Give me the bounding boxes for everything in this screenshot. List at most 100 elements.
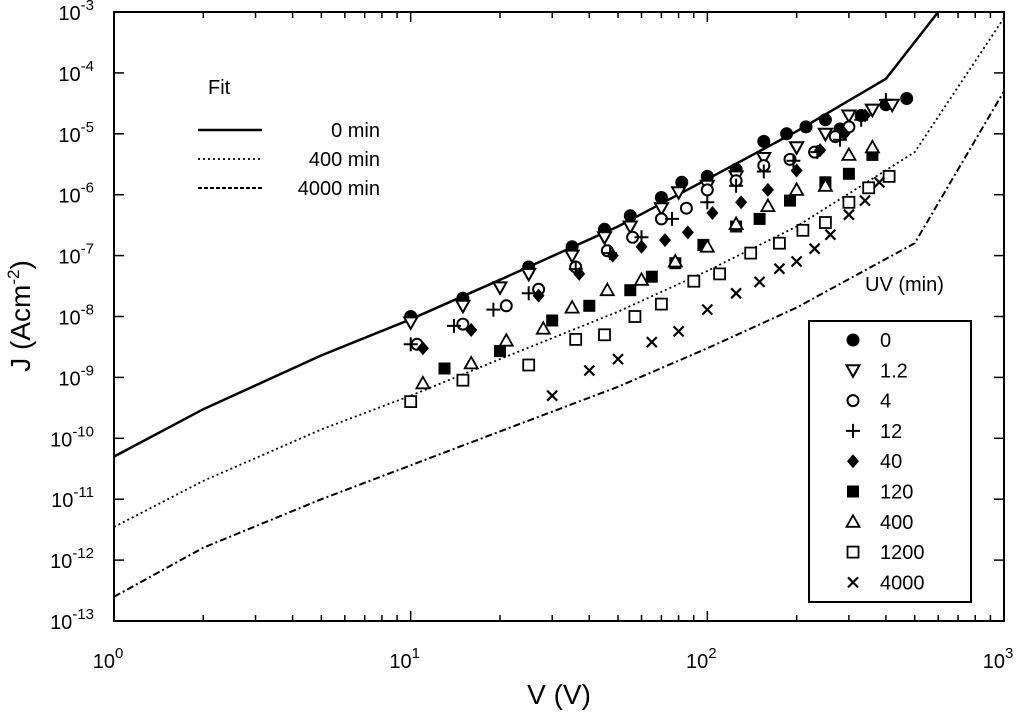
uv-legend-label: 400 [880,512,913,534]
axes-layer [113,11,1005,622]
fit-legend-rows: 0 min 400 min 4000 min [198,120,380,200]
data-point-filled-circle [675,175,689,189]
marker-shape [819,216,832,229]
marker-shape [701,303,714,316]
marker-shape [818,113,832,127]
marker-shape [670,186,687,201]
series-400 [414,138,881,390]
marker-shape [817,177,834,192]
y-tick-label-base: 10 [50,429,72,451]
y-tick-label-exp: -7 [81,241,94,258]
data-point-plus [665,211,679,226]
marker-shape [753,212,766,225]
marker-shape [790,255,803,268]
y-tick-label-base: 10 [58,308,80,330]
marker-shape [882,169,896,183]
x-tick-label-base: 10 [686,651,708,673]
marker-shape [859,194,871,207]
marker-shape [645,270,658,283]
data-point-open-square [862,181,876,195]
marker-shape [465,323,478,337]
data-point-open-triangle-up [599,281,616,297]
data-markers [402,92,914,409]
x-axis-title: V (V) [527,679,591,710]
marker-shape [844,513,862,528]
data-point-open-triangle-down [653,202,670,217]
data-point-filled-diamond [706,206,719,220]
marker-shape [573,266,586,281]
y-tick-label-base: 10 [58,3,80,25]
fit-curve-solid [114,12,940,458]
marker-shape [438,362,451,375]
marker-shape [665,211,679,226]
marker-shape [700,183,714,197]
data-point-open-triangle-down [454,299,472,315]
data-point-open-triangle-up [633,271,650,286]
data-point-cross [753,276,766,288]
data-point-open-circle [700,183,714,197]
y-axis-title-sup: -2 [4,270,23,285]
data-point-open-triangle-up [498,332,515,347]
marker-shape [843,208,855,221]
marker-shape [773,236,786,250]
y-tick-label-exp: -12 [72,545,94,562]
marker-shape [864,138,881,154]
y-tick-label: 10-3 [58,0,94,25]
y-tick-label-base: 10 [50,612,72,634]
data-point-open-triangle-up [728,215,745,230]
marker-shape [753,276,766,288]
data-point-plus [486,302,501,317]
y-tick-label: 10-7 [58,241,94,269]
data-point-open-triangle-up [788,181,805,196]
x-tick-label-exp: 1 [412,645,420,662]
marker-shape [847,454,859,469]
data-point-open-square [687,274,701,288]
marker-shape [633,271,650,286]
fit-curve-dashdot [114,90,1004,598]
uv-legend-label: 4 [880,391,891,413]
marker-shape [675,175,689,189]
marker-shape [700,169,714,183]
data-point-open-triangle-down [755,152,773,167]
uv-legend-marker [844,513,862,528]
marker-shape [846,423,860,438]
marker-shape [864,103,881,119]
uv-legend-label: 120 [880,482,913,504]
data-point-filled-diamond [606,248,619,263]
uv-legend-marker [847,485,859,498]
marker-shape [646,336,658,348]
uv-legend-marker [844,364,862,379]
data-point-filled-diamond [790,163,803,178]
data-point-open-square [773,236,786,250]
data-point-filled-diamond [659,233,671,248]
marker-shape [687,274,701,288]
marker-shape [846,333,860,347]
marker-shape [583,299,596,312]
x-tick-label: 103 [983,645,1014,673]
data-point-filled-circle [700,169,714,183]
marker-shape [569,332,583,346]
y-tick-label: 10-8 [58,302,94,330]
marker-shape [599,281,616,297]
data-point-filled-circle [900,92,914,105]
data-point-open-square [628,310,642,323]
data-point-open-triangle-down [402,316,419,331]
marker-shape [532,288,545,303]
y-tick-label-base: 10 [58,125,80,147]
marker-shape [757,134,771,148]
marker-shape [628,310,642,323]
data-point-open-square [796,223,810,237]
x-tick-label-exp: 2 [708,645,716,662]
data-point-cross [612,353,624,365]
marker-shape [403,337,418,352]
data-point-cross [808,242,821,255]
marker-shape [499,299,513,313]
marker-shape [653,202,670,217]
marker-shape [784,194,796,207]
data-point-cross [546,389,558,402]
data-point-open-circle [679,201,693,215]
marker-shape [563,249,581,265]
data-point-filled-square [624,284,637,297]
y-tick-label-exp: -9 [81,362,94,379]
x-tick-label-base: 10 [389,651,411,673]
